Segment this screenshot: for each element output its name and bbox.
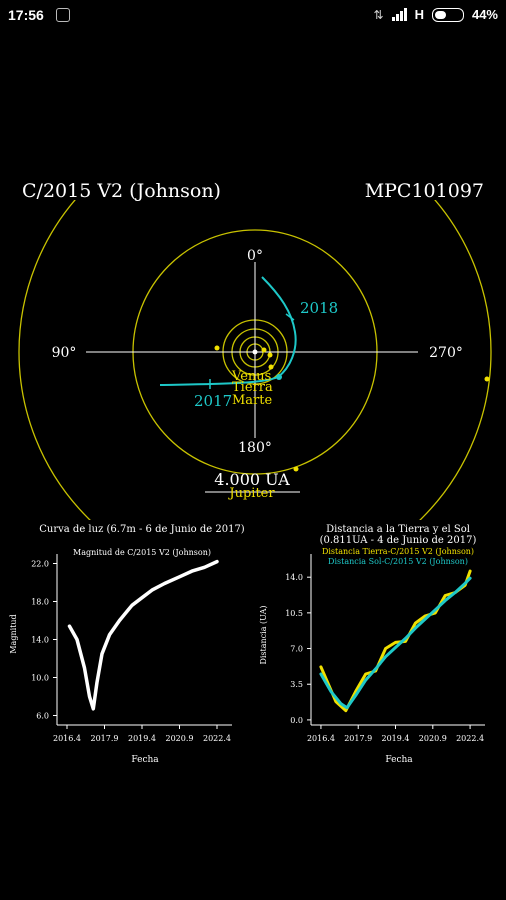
chart2-title: Distancia a la Tierra y el Sol [326,524,470,535]
chart1-ylabel: Magnitud [9,614,18,653]
chart2-legend-earth: Distancia Tierra-C/2015 V2 (Johnson) [322,547,474,556]
chart2-xlabel: Fecha [385,755,413,765]
chart1-ytick-label: 6.0 [36,712,49,721]
chart1-ytick-label: 22.0 [31,560,49,569]
chart1-xtick-label: 2016.4 [53,734,81,743]
chart1-xlabel: Fecha [131,755,159,765]
planet-dot-left [214,345,220,351]
chart1-ytick-label: 10.0 [31,674,49,683]
planet-dot-right [261,347,267,353]
signal-strength-icon [391,8,407,21]
chart2-xtick-label: 2019.4 [382,734,410,743]
distance-chart: Distancia a la Tierra y el Sol (0.811UA … [259,524,485,765]
scale-label: 4.000 UA [214,470,290,489]
comet-2018-tick [285,313,295,321]
chart2-ytick-label: 3.5 [290,680,303,689]
battery-percent: 44% [471,7,498,22]
chart2-ylabel: Distancia (UA) [259,605,268,664]
angle-label-right: 270° [429,345,463,361]
orbit-diagram[interactable]: 0° 90° 270° 180° 2018 2017 Venus Tierra … [0,200,506,520]
jupiter-orbit [18,200,492,520]
chart1-series-line-0 [67,559,219,711]
battery-fill [434,10,446,19]
comet-year-2017: 2017 [194,392,232,410]
vibrate-icon: ⇅ [373,7,384,22]
chart1-xtick-label: 2022.4 [203,734,231,743]
planet-label-earth: Tierra [232,380,273,395]
status-time: 17:56 [8,7,44,23]
network-type: H [414,7,424,22]
chart1-xtick-label: 2019.4 [128,734,156,743]
planet-dot-mars [268,364,274,370]
planet-label-venus: Venus [231,369,271,384]
sun-icon [252,349,258,355]
planet-label-mars: Marte [232,393,273,408]
comet-trajectory [159,276,297,386]
chart2-xtick-label: 2017.9 [344,734,372,743]
angle-label-left: 90° [52,345,77,361]
angle-label-top: 0° [247,248,263,264]
battery-icon [431,7,464,22]
status-indicators: ⇅ H 44% [374,7,498,22]
planet-label-jupiter: Jupiter [227,486,275,501]
chart2-ytick-label: 10.5 [285,609,303,618]
chart2-series-line-0 [319,569,472,713]
comet-name: C/2015 V2 (Johnson) [22,180,221,202]
chart1-subtitle: Magnitud de C/2015 V2 (Johnson) [73,548,211,557]
status-bar: 17:56 ⇅ H 44% [0,0,506,30]
chart2-ytick-label: 14.0 [285,573,303,582]
chart1-xtick-label: 2017.9 [91,734,119,743]
comet-position [276,374,282,380]
app-notification-icon [56,8,70,22]
chart2-xtick-label: 2020.9 [419,734,447,743]
outer-dot [484,376,490,382]
chart1-ytick-label: 18.0 [31,598,49,607]
chart1-ytick-label: 14.0 [31,636,49,645]
chart2-ytick-label: 0.0 [290,716,303,725]
chart2-xtick-label: 2022.4 [456,734,484,743]
catalog-id: MPC101097 [364,180,484,202]
chart2-xtick-label: 2016.4 [307,734,335,743]
chart2-series-line-1 [319,576,472,710]
chart2-legend-sun: Distancia Sol-C/2015 V2 (Johnson) [328,557,468,566]
angle-label-bottom: 180° [238,440,272,456]
light-curve-chart: Curva de luz (6.7m - 6 de Junio de 2017)… [9,524,245,765]
planet-dot-earth [267,352,273,358]
comet-year-2018: 2018 [300,299,338,317]
chart1-title: Curva de luz (6.7m - 6 de Junio de 2017) [39,524,245,535]
chart2-subtitle: (0.811UA - 4 de Junio de 2017) [320,535,477,546]
chart1-xtick-label: 2020.9 [166,734,194,743]
chart2-ytick-label: 7.0 [290,645,303,654]
jupiter-dot [293,466,299,472]
